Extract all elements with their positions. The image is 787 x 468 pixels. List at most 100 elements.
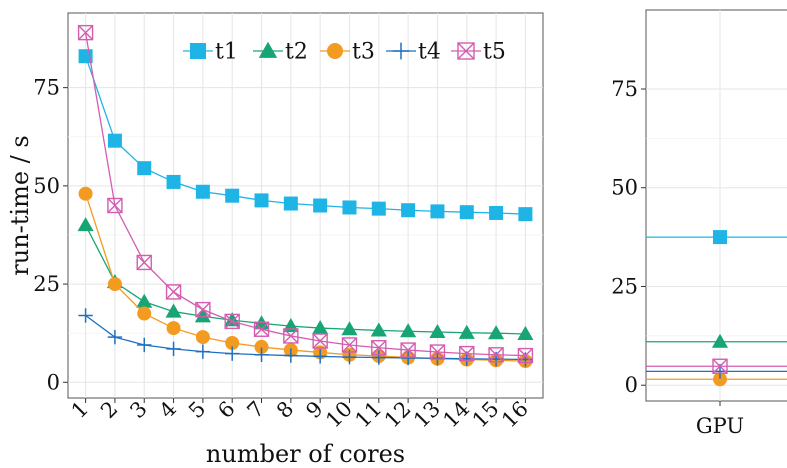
grid-lines: [646, 10, 787, 401]
data-point-t5-d2: [166, 284, 182, 300]
data-point-t4: [107, 329, 123, 345]
legend-item-t3: t3: [320, 40, 375, 65]
data-point-t5: [400, 342, 416, 358]
x-axis: GPU: [696, 401, 744, 438]
data-point-t4: [371, 350, 387, 365]
legend-item-t1: t1: [183, 40, 238, 65]
data-point-t5-box: [136, 254, 152, 271]
data-point-t5-box: [283, 328, 299, 344]
y-axis-title: run-time / s: [6, 135, 34, 275]
legend-marker-t5: [457, 42, 475, 60]
data-point-t1: [313, 198, 328, 213]
legend-item-t5: t5: [451, 40, 506, 65]
data-point-t5-d2: [712, 358, 728, 374]
data-point-t5-box: [165, 284, 182, 300]
data-point-t5-d2: [371, 340, 387, 356]
legend-item-t4: t4: [386, 40, 441, 65]
data-point-t2: [312, 320, 329, 335]
legend-marker-t5-box: [457, 42, 475, 60]
data-point-t5: [253, 321, 270, 337]
x-tick-label: 7: [243, 397, 269, 423]
data-point-t3: [166, 321, 181, 336]
y-tick-label: 25: [33, 272, 60, 296]
data-point-t5: [224, 313, 240, 330]
gpu-runtime-chart: 0 25 50 75 GPU: [611, 9, 787, 438]
x-tick-label: GPU: [696, 414, 744, 438]
x-tick-label: 5: [184, 397, 210, 423]
data-point-t5-box: [253, 321, 270, 337]
data-point-t5-d2: [136, 254, 152, 270]
x-tick-label: 1: [67, 397, 93, 423]
legend-label: t1: [215, 40, 238, 65]
data-point-t2: [458, 324, 475, 339]
data-point-t4: [254, 347, 269, 362]
data-point-t5-box: [224, 313, 240, 330]
data-point-t5: [165, 284, 182, 300]
legend-marker-t2: [258, 41, 278, 58]
legend-marker-t4: [392, 42, 410, 60]
data-point-t5-d2: [78, 25, 94, 41]
x-tick-label: 2: [96, 397, 122, 423]
series-t2: [646, 333, 787, 348]
legend-label: t5: [483, 40, 506, 65]
data-point-t1: [254, 193, 269, 208]
data-point-t4: [166, 341, 181, 357]
data-point-t5: [195, 301, 211, 318]
data-point-t2: [517, 325, 534, 341]
data-point-t5: [712, 358, 728, 374]
data-point-t1: [342, 200, 357, 215]
data-point-t5-d2: [312, 333, 328, 349]
data-point-t4: [224, 346, 240, 361]
x-tick-label: 6: [213, 397, 239, 423]
data-point-t2: [711, 333, 729, 348]
data-point-t5-d2: [459, 346, 475, 362]
data-point-t2: [400, 323, 417, 338]
data-point-t5-box: [517, 347, 534, 364]
y-axis: 0 25 50 75: [611, 77, 646, 397]
data-point-t3: [254, 339, 269, 354]
series-t1: [646, 230, 787, 245]
data-point-t5-box: [400, 342, 416, 358]
data-point-t5-box: [341, 337, 358, 353]
data-point-t4: [78, 308, 93, 323]
data-point-t4: [195, 344, 211, 359]
data-point-t3: [225, 336, 240, 350]
y-tick-label: 50: [33, 174, 60, 198]
y-tick-label: 25: [611, 274, 638, 298]
legend-marker-t1: [190, 43, 206, 59]
legend-label: t4: [418, 40, 441, 65]
data-point-t2: [429, 323, 446, 339]
data-point-t5-d2: [283, 328, 299, 344]
data-point-t1: [713, 230, 727, 245]
data-point-t1: [459, 205, 474, 220]
y-tick-label: 50: [611, 176, 638, 200]
data-point-t3: [137, 306, 152, 321]
data-point-t5-box: [429, 344, 446, 360]
data-point-t3: [713, 372, 727, 387]
data-point-t5: [312, 333, 328, 349]
legend-label: t2: [285, 40, 308, 65]
series-line-t2: [85, 224, 526, 335]
data-point-t1: [518, 207, 533, 222]
legend-marker-t3: [327, 43, 343, 59]
data-point-t3: [107, 277, 122, 292]
data-point-t5: [429, 344, 446, 360]
y-tick-label: 0: [47, 370, 60, 394]
data-point-t5-d2: [517, 348, 533, 364]
data-point-t3: [78, 186, 93, 201]
data-point-t5-d2: [429, 344, 445, 360]
data-point-t5: [517, 347, 534, 364]
x-tick-label: 8: [272, 397, 298, 423]
data-point-t4: [137, 337, 152, 353]
x-tick-label: 4: [155, 397, 181, 423]
y-tick-label: 0: [625, 373, 638, 397]
data-point-t5-box: [107, 197, 123, 214]
data-point-t1: [195, 184, 210, 199]
data-point-t5-d2: [195, 302, 211, 318]
data-point-t3: [195, 330, 210, 345]
data-point-t4: [312, 349, 328, 364]
legend: t1 t2 t3 t4 t5: [183, 40, 506, 65]
series-t5: [77, 24, 534, 364]
x-tick-label: 3: [125, 397, 151, 423]
